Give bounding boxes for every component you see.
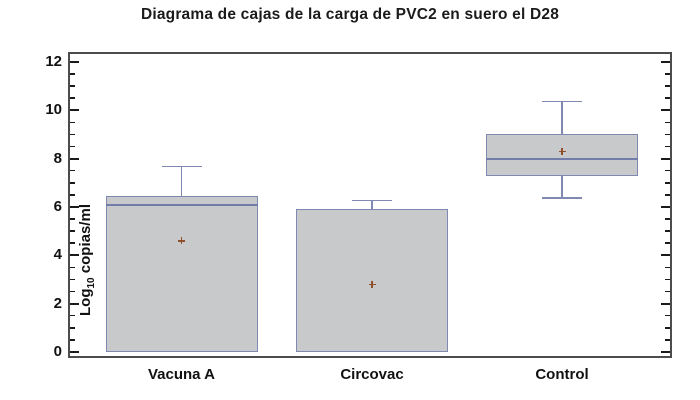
whisker-upper-cap xyxy=(161,165,202,168)
y-minor-tick xyxy=(70,121,75,124)
y-minor-tick xyxy=(665,97,670,99)
plot-content xyxy=(70,54,670,356)
y-tick-label: 0 xyxy=(53,343,62,360)
y-minor-tick xyxy=(665,278,670,281)
y-major-tick xyxy=(661,302,670,305)
y-minor-tick xyxy=(70,85,75,87)
y-minor-tick xyxy=(70,169,75,172)
y-tick-label: 4 xyxy=(53,246,62,264)
x-category-label: Vacuna A xyxy=(148,366,215,383)
whisker-upper-stem xyxy=(561,100,563,135)
y-minor-tick xyxy=(70,145,75,148)
y-tick-label: 12 xyxy=(45,52,62,70)
y-minor-tick xyxy=(70,339,75,341)
whisker-lower-stem xyxy=(561,175,563,198)
y-axis-label-suffix: copias/ml xyxy=(77,204,94,278)
mean-marker xyxy=(178,237,185,245)
y-major-tick xyxy=(70,157,79,160)
y-major-tick xyxy=(661,351,670,353)
y-minor-tick xyxy=(665,290,670,293)
y-major-tick xyxy=(70,60,79,63)
y-tick-label: 10 xyxy=(45,101,62,119)
y-minor-tick xyxy=(70,327,75,329)
chart-title: Diagrama de cajas de la carga de PVC2 en… xyxy=(140,6,560,23)
y-minor-tick xyxy=(665,327,670,329)
y-minor-tick xyxy=(665,85,670,87)
y-tick-label: 2 xyxy=(53,294,62,312)
whisker-upper-stem xyxy=(371,199,373,210)
box-circovac xyxy=(296,209,448,352)
y-minor-tick xyxy=(70,278,75,281)
y-minor-tick xyxy=(70,290,75,293)
y-axis-label: Log10 copias/ml xyxy=(77,175,97,345)
y-minor-tick xyxy=(665,230,670,232)
y-minor-tick xyxy=(70,230,75,232)
whisker-lower-cap xyxy=(542,197,582,199)
y-major-tick xyxy=(70,302,79,305)
y-minor-tick xyxy=(665,182,670,184)
y-minor-tick xyxy=(665,242,670,244)
x-category-label: Circovac xyxy=(340,366,404,383)
y-tick-label: 6 xyxy=(53,197,62,215)
y-minor-tick xyxy=(70,133,75,136)
y-major-tick xyxy=(70,351,79,353)
y-minor-tick xyxy=(665,73,670,75)
y-axis-label-subscript: 10 xyxy=(86,277,97,289)
y-minor-tick xyxy=(665,218,670,220)
box-vacuna-a xyxy=(105,196,258,352)
y-major-tick xyxy=(70,205,79,208)
y-major-tick xyxy=(661,109,670,112)
y-major-tick xyxy=(661,60,670,63)
y-tick-label: 8 xyxy=(53,149,62,167)
y-minor-tick xyxy=(665,266,670,269)
y-minor-tick xyxy=(665,169,670,172)
box-control xyxy=(486,134,638,176)
x-category-label: Control xyxy=(535,366,589,383)
y-minor-tick xyxy=(665,133,670,136)
whisker-upper-cap xyxy=(352,199,392,202)
y-minor-tick xyxy=(70,182,75,184)
y-minor-tick xyxy=(70,97,75,99)
y-minor-tick xyxy=(70,73,75,75)
y-minor-tick xyxy=(70,242,75,244)
median-line xyxy=(486,157,638,160)
y-minor-tick xyxy=(665,314,670,317)
y-major-tick xyxy=(661,205,670,208)
y-minor-tick xyxy=(665,194,670,196)
y-minor-tick xyxy=(665,145,670,148)
median-line xyxy=(105,203,258,206)
y-major-tick xyxy=(70,254,79,257)
y-axis-label-prefix: Log xyxy=(77,288,94,317)
y-minor-tick xyxy=(70,314,75,317)
y-major-tick xyxy=(661,254,670,257)
plot-area: Log10 copias/ml xyxy=(68,52,672,358)
y-major-tick xyxy=(661,157,670,160)
y-minor-tick xyxy=(665,121,670,124)
y-minor-tick xyxy=(70,266,75,269)
whisker-upper-cap xyxy=(542,100,582,103)
y-minor-tick xyxy=(70,194,75,196)
mean-marker xyxy=(368,280,376,288)
y-major-tick xyxy=(70,109,79,112)
whisker-upper-stem xyxy=(180,165,183,197)
y-minor-tick xyxy=(70,218,75,220)
y-minor-tick xyxy=(665,339,670,341)
mean-marker xyxy=(558,147,566,155)
